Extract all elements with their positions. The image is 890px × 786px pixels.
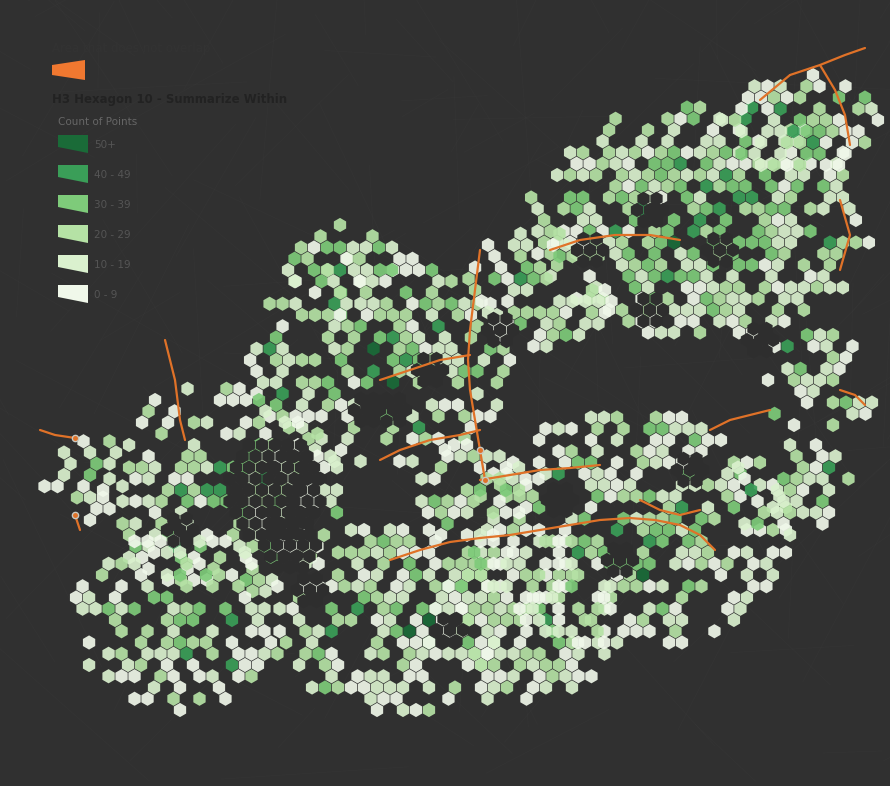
Text: 40 - 49: 40 - 49	[94, 170, 131, 180]
Polygon shape	[52, 60, 85, 80]
Polygon shape	[58, 165, 88, 183]
Text: 50+: 50+	[94, 140, 116, 150]
Text: H3 Hexagon 10 - Summarize Within: H3 Hexagon 10 - Summarize Within	[52, 93, 287, 106]
Text: 30 - 39: 30 - 39	[94, 200, 131, 210]
Text: 20 - 29: 20 - 29	[94, 230, 131, 240]
Text: 10 - 19: 10 - 19	[94, 260, 131, 270]
Polygon shape	[58, 225, 88, 243]
Polygon shape	[58, 195, 88, 213]
Polygon shape	[58, 285, 88, 303]
Text: Count of Points: Count of Points	[58, 117, 137, 127]
Text: Area that does not overlap: Area that does not overlap	[52, 42, 210, 55]
Polygon shape	[58, 135, 88, 153]
Text: 0 - 9: 0 - 9	[94, 290, 117, 300]
Polygon shape	[58, 255, 88, 273]
